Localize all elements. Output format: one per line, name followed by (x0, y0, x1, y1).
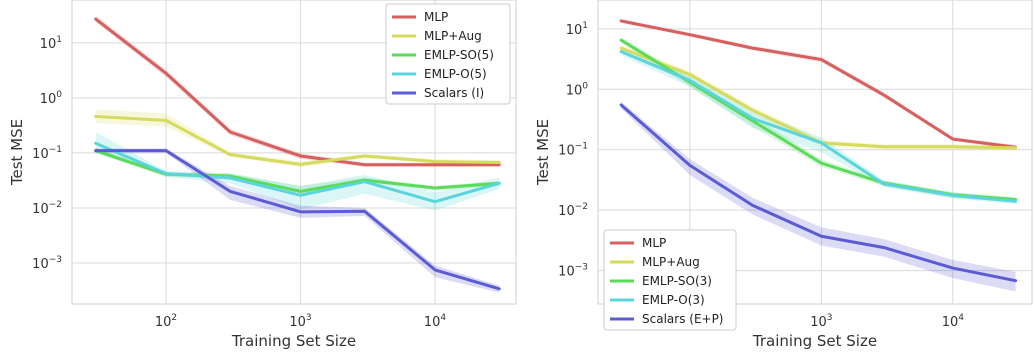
y-tick-label: 10−3 (558, 263, 588, 280)
x-tick-label: 103 (289, 313, 311, 330)
legend-frame (603, 229, 737, 331)
legend-label-mlp: MLP (424, 10, 448, 24)
y-axis-label: Test MSE (8, 119, 26, 186)
legend-label-scalars-e-p: Scalars (E+P) (642, 312, 724, 326)
x-axis-label: Training Set Size (231, 332, 356, 350)
line-mlp-aug (94, 114, 501, 166)
y-axis-label: Test MSE (534, 119, 552, 186)
line-scalars-e-p (619, 103, 1018, 283)
x-tick-label: 103 (810, 313, 832, 330)
y-tick-label: 10−2 (558, 202, 588, 219)
y-tick-label: 101 (566, 21, 588, 38)
x-tick-label: 102 (155, 313, 177, 330)
x-tick-label: 104 (942, 313, 965, 330)
y-tick-label: 100 (40, 90, 63, 107)
legend-label-emlp-o-3: EMLP-O(3) (642, 293, 705, 307)
legend-label-emlp-so-5: EMLP-SO(5) (424, 48, 494, 62)
y-tick-label: 10−1 (32, 145, 62, 162)
line-emlp-o-3 (619, 50, 1018, 203)
line-mlp (619, 19, 1018, 149)
y-tick-label: 100 (566, 81, 589, 98)
legend: MLP MLP+Aug EMLP-SO(5) EMLP-O(5) Scalars (I) (385, 3, 511, 105)
x-axis-label: Training Set Size (752, 332, 877, 350)
line-emlp-o-5 (94, 141, 501, 204)
legend-label-emlp-so-3: EMLP-SO(3) (642, 274, 712, 288)
x-tick-label: 104 (424, 313, 447, 330)
chart-panel-left: 102 103 104 10−3 10−2 10−1 100 101 Training Set … (8, 0, 517, 350)
legend-frame (385, 3, 511, 105)
legend-label-mlp: MLP (642, 236, 666, 250)
legend-label-mlp-aug: MLP+Aug (424, 29, 482, 43)
y-tick-label: 10−1 (558, 142, 588, 159)
y-tick-label: 10−3 (32, 255, 62, 272)
legend-label-mlp-aug: MLP+Aug (642, 255, 700, 269)
legend-label-emlp-o-5: EMLP-O(5) (424, 67, 487, 81)
y-tick-label: 10−2 (32, 200, 62, 217)
y-tick-label: 101 (40, 35, 62, 52)
line-scalars-i (94, 149, 501, 291)
legend-label-scalars-i: Scalars (I) (424, 86, 484, 100)
line-mlp (94, 17, 501, 167)
legend: MLP MLP+Aug EMLP-SO(3) EMLP-O(3) Scalars (E+… (603, 229, 737, 331)
